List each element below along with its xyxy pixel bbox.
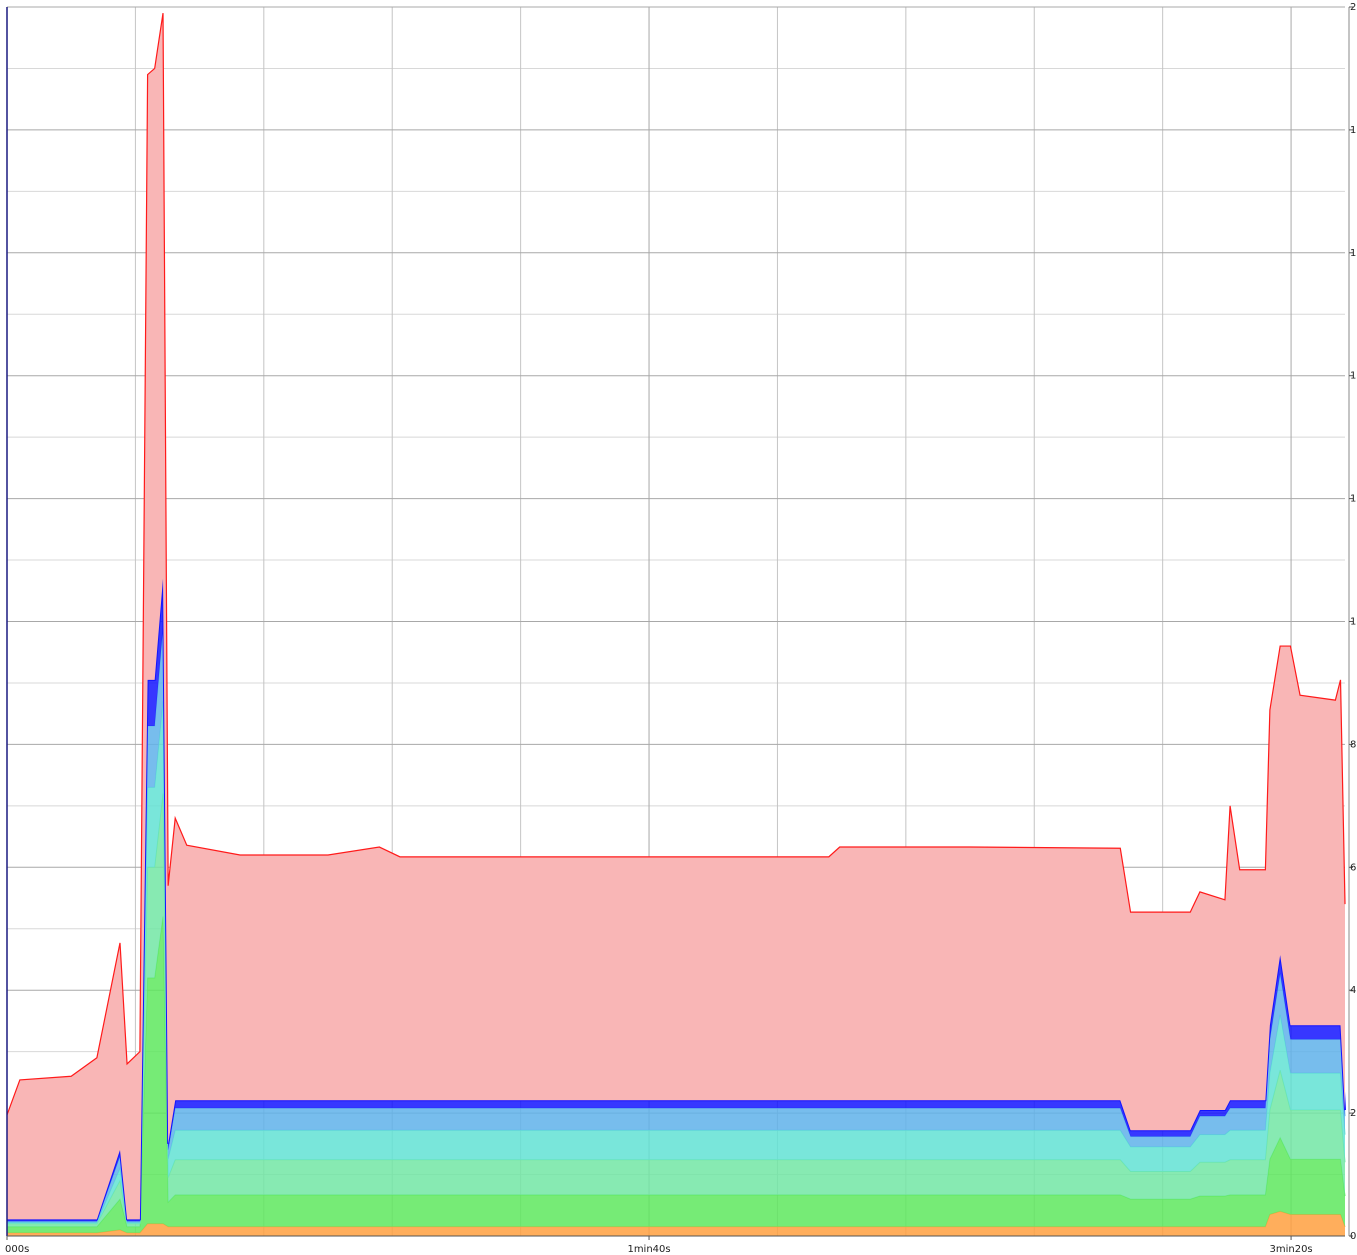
x-tick-label: 1min40s — [627, 1244, 670, 1255]
area-edge — [6, 13, 1346, 1116]
y-tick-label: 4 — [1350, 985, 1356, 996]
area — [7, 13, 1345, 1220]
y-tick-label: 8 — [1350, 739, 1356, 750]
y-tick-label: 1 — [1350, 371, 1356, 382]
y-tick-label: 1 — [1350, 494, 1356, 505]
y-tick-label: 6 — [1350, 862, 1356, 873]
x-tick-label: 3min20s — [1269, 1244, 1312, 1255]
area — [7, 1211, 1345, 1236]
y-tick-label: 1 — [1350, 617, 1356, 628]
y-tick-label: 0 — [1350, 1231, 1356, 1242]
y-tick-label: 2 — [1350, 2, 1356, 13]
y-tick-label: 2 — [1350, 1108, 1356, 1119]
y-tick-label: 1 — [1350, 248, 1356, 259]
x-tick-label: 000s — [5, 1244, 29, 1255]
y-tick-label: 1 — [1350, 125, 1356, 136]
